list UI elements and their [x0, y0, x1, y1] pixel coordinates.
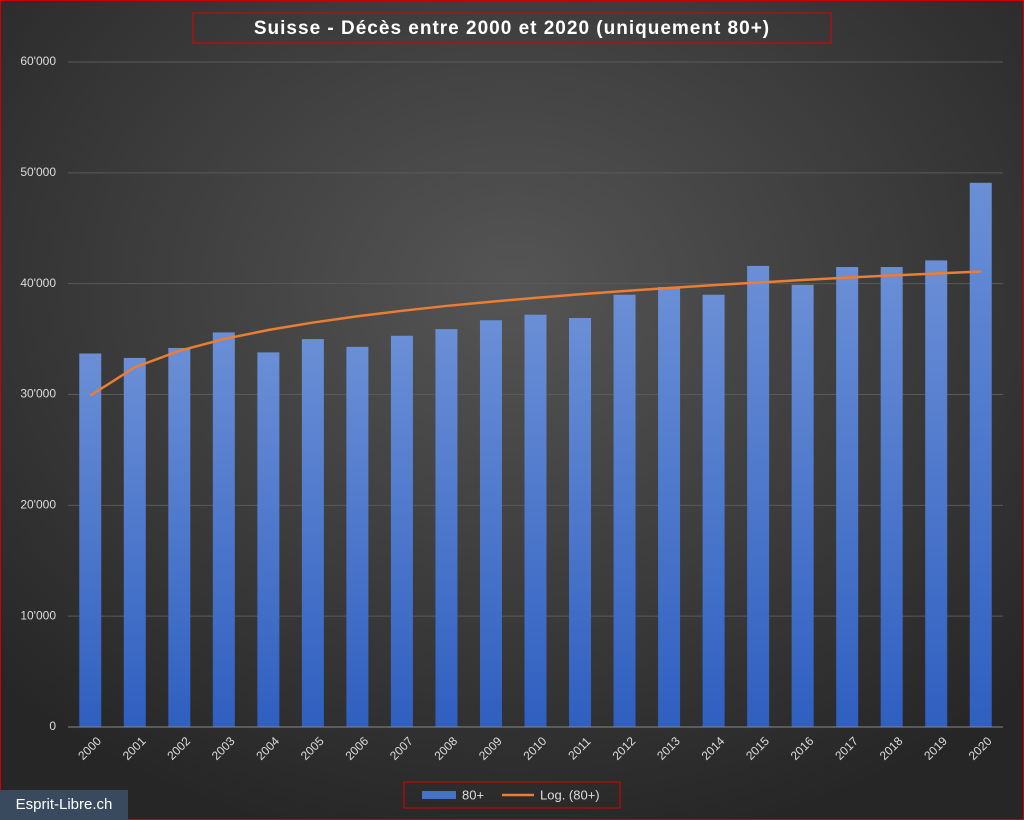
- bar: [346, 346, 369, 727]
- y-tick-label: 50'000: [20, 165, 56, 179]
- bar: [435, 329, 458, 727]
- bar: [880, 267, 903, 727]
- bar: [390, 335, 413, 727]
- chart-title: Suisse - Décès entre 2000 et 2020 (uniqu…: [254, 18, 770, 39]
- y-tick-label: 10'000: [20, 608, 56, 622]
- legend-swatch: [422, 791, 456, 799]
- bar: [925, 260, 948, 727]
- bar: [123, 357, 146, 727]
- bar: [257, 352, 280, 727]
- bar: [524, 314, 547, 727]
- y-tick-label: 0: [49, 719, 56, 733]
- watermark: Esprit-Libre.ch: [16, 796, 113, 813]
- bar: [969, 182, 992, 727]
- y-tick-label: 30'000: [20, 387, 56, 401]
- bar: [747, 265, 770, 727]
- trend-line: [89, 270, 981, 397]
- bar: [479, 320, 502, 727]
- legend-label: 80+: [462, 787, 484, 802]
- watermark-box: [0, 790, 128, 820]
- bar: [569, 318, 592, 727]
- bar: [613, 294, 636, 727]
- bar: [658, 286, 681, 727]
- bar: [702, 294, 725, 727]
- bar: [212, 332, 235, 727]
- legend-label: Log. (80+): [540, 787, 600, 802]
- legend-box: [403, 781, 621, 809]
- bar: [79, 353, 102, 727]
- bar: [836, 267, 859, 727]
- bar: [301, 339, 324, 727]
- y-tick-label: 20'000: [20, 498, 56, 512]
- bar: [168, 347, 191, 727]
- bar: [791, 284, 814, 727]
- y-tick-label: 60'000: [20, 54, 56, 68]
- y-tick-label: 40'000: [20, 276, 56, 290]
- title-box: [192, 12, 832, 44]
